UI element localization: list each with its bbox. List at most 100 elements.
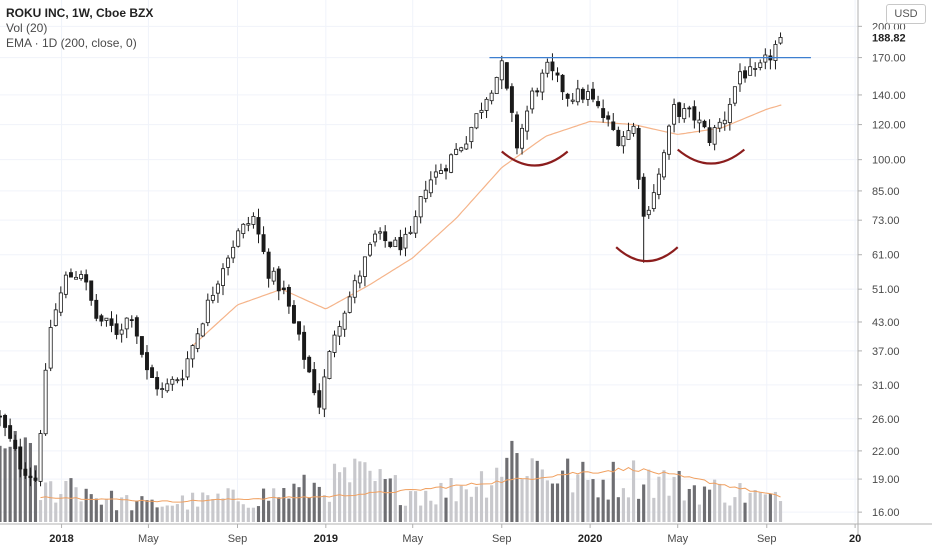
- volume-bar: [368, 470, 372, 522]
- volume-bar: [484, 497, 489, 522]
- candle-body: [266, 251, 271, 279]
- candle-body: [687, 107, 692, 110]
- candle-body: [104, 317, 109, 321]
- volume-bar: [104, 498, 109, 522]
- volume-bar: [454, 501, 458, 522]
- candle-body: [134, 317, 139, 337]
- candle-body: [743, 70, 748, 79]
- candle-body: [145, 352, 149, 371]
- candle-body: [383, 231, 388, 242]
- volume-bar: [758, 492, 762, 522]
- volume-bar: [388, 478, 392, 522]
- volume-bar: [733, 497, 737, 522]
- candle-body: [200, 323, 205, 337]
- candle-body: [43, 369, 48, 435]
- candle-body: [504, 62, 509, 89]
- volume-bar: [657, 476, 661, 522]
- volume-bar: [272, 488, 276, 522]
- volume-bar: [768, 493, 772, 522]
- candle-body: [464, 143, 469, 150]
- candle-body: [368, 243, 372, 256]
- x-tick-label: Sep: [492, 533, 512, 545]
- candle-body: [393, 239, 398, 248]
- candle-body: [479, 109, 484, 113]
- candle-body: [535, 90, 540, 93]
- candle-body: [413, 216, 418, 234]
- volume-bar: [256, 506, 261, 522]
- currency-button[interactable]: USD: [886, 4, 926, 24]
- time-axis[interactable]: 2018 May Sep 2019 May Sep 2020 May Sep 20: [0, 523, 932, 545]
- candle-body: [18, 446, 23, 470]
- volume-bar: [444, 497, 448, 522]
- legend-title: ROKU INC, 1W, Cboe BZX: [6, 6, 154, 20]
- candle-body: [727, 103, 732, 123]
- x-tick-label: May: [402, 533, 423, 545]
- ema-path: [192, 104, 782, 347]
- volume-bar: [459, 485, 463, 522]
- candle-body: [28, 475, 33, 479]
- volume-bar: [479, 471, 484, 522]
- volume-bar: [297, 487, 301, 522]
- candle-body: [185, 358, 190, 378]
- candle-body: [423, 189, 428, 199]
- candle-body: [560, 74, 565, 93]
- volume-bar: [267, 500, 271, 522]
- volume-bar: [84, 488, 88, 522]
- candle-body: [459, 147, 464, 152]
- candle-body: [667, 125, 671, 155]
- volume-bar: [216, 493, 220, 522]
- candle-body: [591, 88, 595, 100]
- candle-body: [672, 104, 677, 125]
- volume-bar: [748, 492, 752, 522]
- candle-body: [160, 388, 165, 390]
- candle-body: [530, 90, 535, 110]
- candle-body: [99, 315, 104, 322]
- candle-body: [732, 86, 737, 104]
- candle-body: [58, 292, 63, 313]
- candle-body: [89, 280, 94, 301]
- volume-bar: [348, 482, 352, 522]
- volume-bar: [626, 497, 631, 522]
- price-axis[interactable]: 16.00 19.00 22.00 26.00 31.00 37.00 43.00 51.00…: [857, 0, 921, 535]
- chart-legend: ROKU INC, 1W, Cboe BZX Vol (20) EMA · 1D…: [6, 6, 153, 51]
- volume-bar: [94, 498, 98, 522]
- volume-bar: [18, 466, 22, 522]
- y-tick-label: 100.00: [872, 155, 906, 167]
- volume-bar: [8, 446, 12, 522]
- candle-body: [337, 326, 342, 337]
- x-tick-label: Sep: [757, 533, 777, 545]
- y-tick-label: 19.00: [872, 474, 900, 486]
- candle-body: [317, 390, 322, 408]
- volume-bar: [662, 470, 666, 522]
- volume-bar: [140, 496, 144, 522]
- volume-bar: [49, 481, 53, 522]
- volume-bar: [439, 482, 443, 522]
- candle-body: [753, 68, 758, 70]
- volume-bar: [185, 509, 190, 522]
- candle-body: [520, 127, 525, 149]
- candle-body: [702, 120, 707, 128]
- volume-bar: [302, 474, 306, 522]
- candle-body: [656, 173, 661, 195]
- candle-body: [454, 148, 459, 155]
- volume-bar: [120, 497, 124, 522]
- volume-bar: [287, 498, 291, 522]
- candle-body: [555, 72, 560, 76]
- volume-bar: [69, 478, 73, 522]
- volume-bar: [236, 501, 240, 522]
- volume-bar: [74, 487, 78, 522]
- candle-body: [433, 171, 438, 178]
- candle-body: [357, 275, 362, 284]
- volume-bar: [317, 486, 321, 522]
- candle-body: [778, 36, 783, 44]
- volume-bar: [125, 495, 129, 522]
- volume-bar: [170, 505, 174, 522]
- volume-bar: [211, 499, 215, 522]
- candle-body: [626, 130, 631, 140]
- y-tick-label: 43.00: [872, 317, 900, 329]
- volume-bar: [424, 490, 428, 522]
- volume-bar: [155, 507, 159, 522]
- volume-bar: [89, 494, 93, 522]
- candle-body: [190, 345, 195, 360]
